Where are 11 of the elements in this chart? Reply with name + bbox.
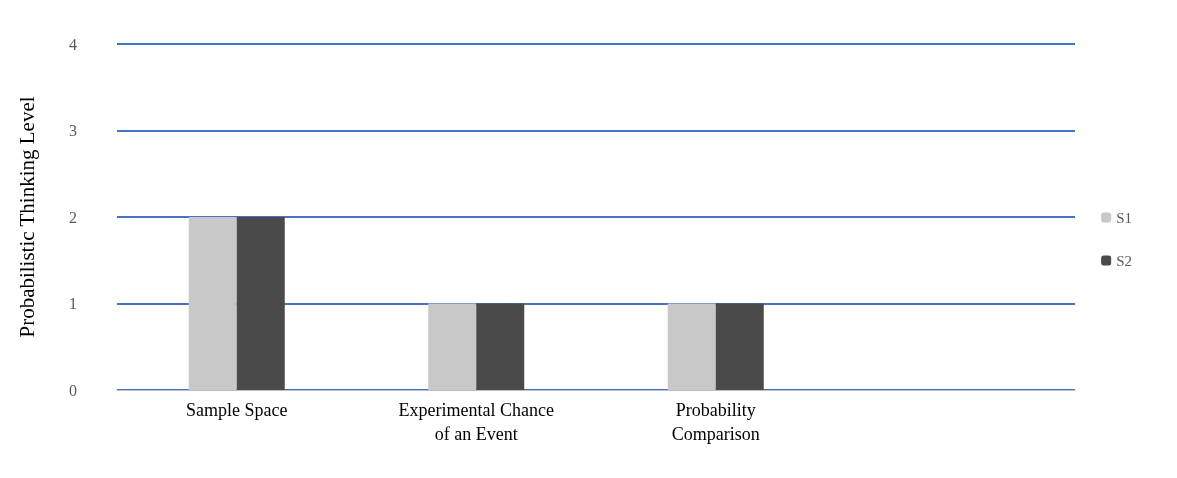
x-tick-label: Experimental Chance of an Event bbox=[398, 400, 554, 444]
x-tick-label: Sample Space bbox=[186, 400, 288, 420]
legend-label: S2 bbox=[1116, 252, 1132, 269]
y-tick-label: 0 bbox=[69, 381, 77, 399]
x-tick-label: Probability Comparison bbox=[671, 400, 760, 444]
y-axis-title: Probabilistic Thinking Level bbox=[14, 96, 39, 338]
y-tick-label: 4 bbox=[69, 35, 77, 53]
y-tick-label: 3 bbox=[69, 122, 77, 139]
y-tick-label: 1 bbox=[69, 295, 77, 312]
y-tick-label: 2 bbox=[69, 208, 77, 226]
legend-label: S1 bbox=[1116, 209, 1132, 226]
